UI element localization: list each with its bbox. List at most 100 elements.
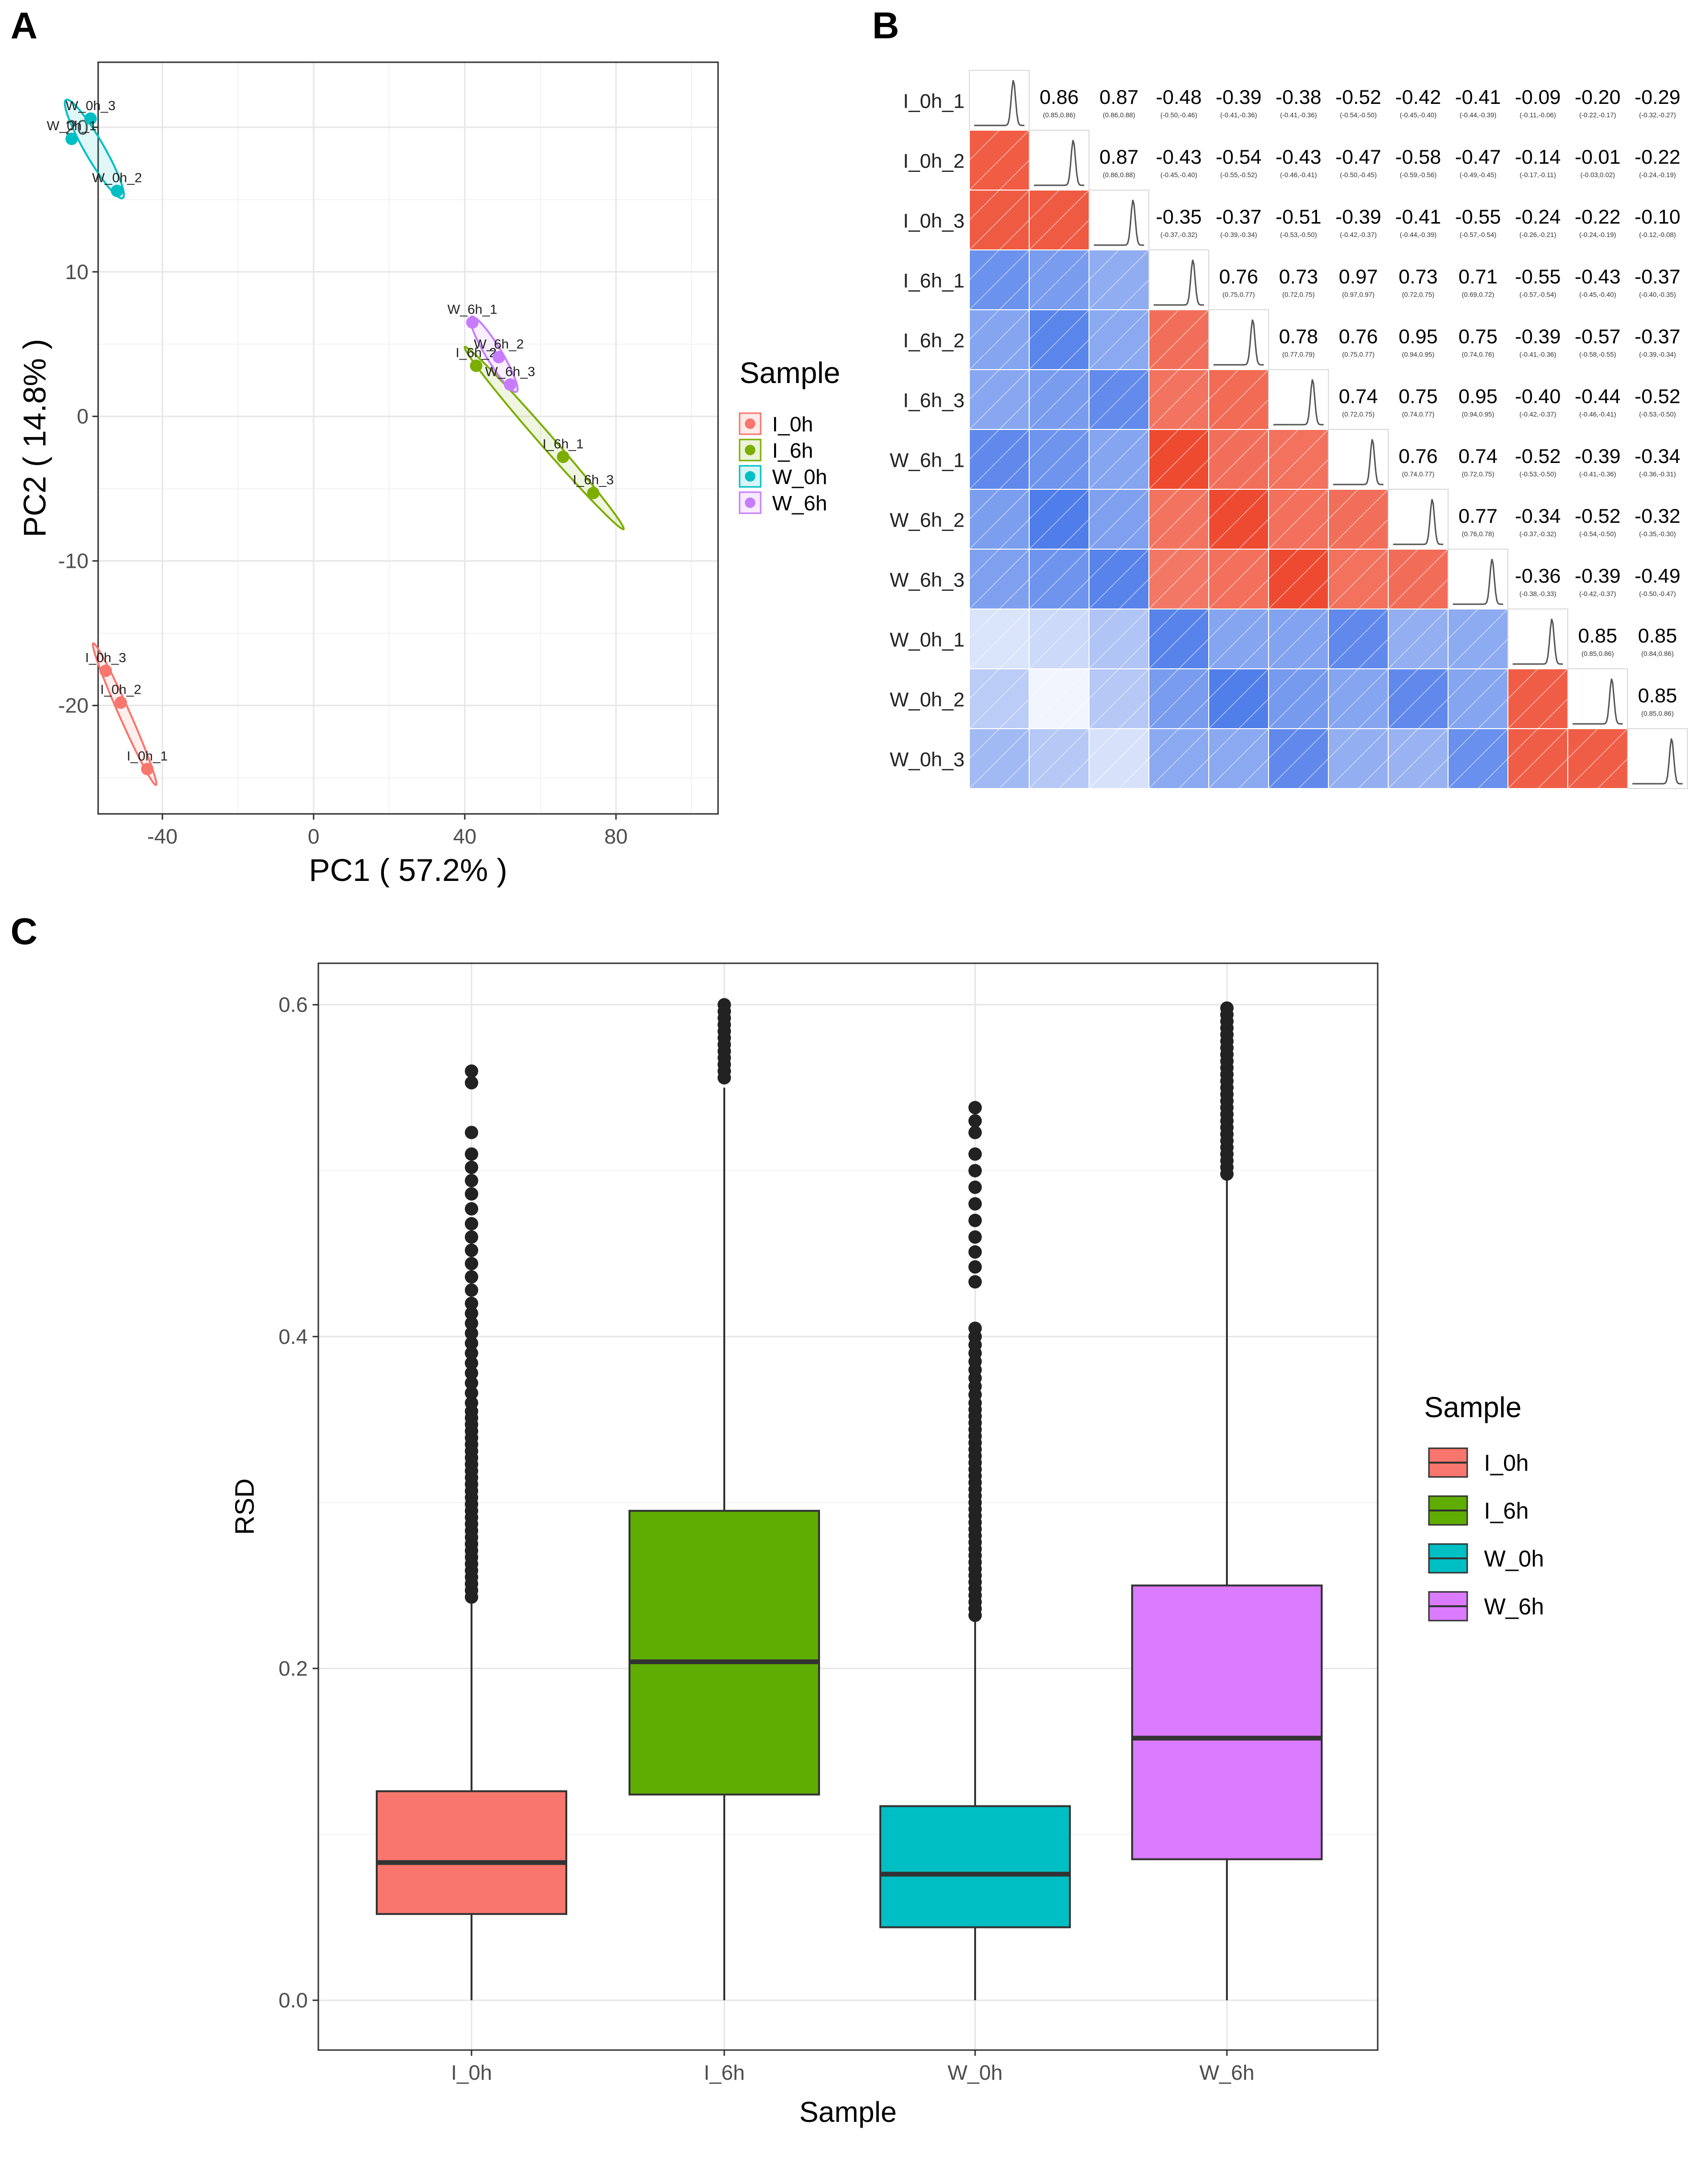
corr-ci: (-0.46,-0.41) bbox=[1579, 410, 1616, 418]
corr-hatch bbox=[1208, 549, 1269, 609]
corr-heat-cell bbox=[1567, 728, 1628, 789]
corr-hatch bbox=[1328, 728, 1389, 789]
corr-row-label: I_6h_2 bbox=[903, 329, 965, 352]
corr-hatch bbox=[1388, 549, 1449, 609]
pca-legend-title: Sample bbox=[740, 357, 840, 390]
pca-plot-area bbox=[98, 62, 718, 814]
corr-hatch bbox=[1328, 489, 1389, 550]
corr-hatch bbox=[1268, 609, 1329, 669]
corr-value: 0.76 bbox=[1339, 325, 1378, 348]
corr-diag-cell bbox=[1148, 249, 1209, 310]
corr-ci: (0.72,0.75) bbox=[1282, 291, 1315, 298]
box-outlier bbox=[465, 1161, 478, 1174]
corr-hatch bbox=[1208, 668, 1269, 729]
corr-hatch bbox=[1208, 369, 1269, 430]
corr-value: -0.51 bbox=[1276, 205, 1322, 228]
corr-hatch bbox=[1328, 549, 1389, 609]
box-outlier bbox=[968, 1245, 982, 1259]
rsd-boxplot: 0.0 0.2 0.4 0.6 I_0h I_6h W_0h W_6h Sample RSD Sam… bbox=[229, 962, 1544, 2128]
corr-hatch bbox=[1029, 489, 1090, 550]
corr-heat-cell bbox=[1148, 728, 1209, 789]
corr-ci: (0.86,0.88) bbox=[1103, 111, 1135, 119]
corr-value: -0.40 bbox=[1515, 385, 1561, 407]
corr-ci: (0.94,0.95) bbox=[1462, 410, 1494, 418]
pca-legend-dot bbox=[745, 445, 755, 455]
corr-value: -0.36 bbox=[1515, 564, 1561, 587]
corr-heat-cell bbox=[969, 489, 1030, 550]
corr-heat-cell bbox=[1208, 728, 1269, 789]
corr-heat-cell bbox=[1388, 668, 1449, 729]
pca-point-label: I_0h_2 bbox=[101, 682, 142, 697]
corr-hatch bbox=[1089, 549, 1149, 609]
box-outlier bbox=[465, 1202, 478, 1216]
corr-heat-cell bbox=[1029, 668, 1090, 729]
pca-point-label: I_6h_3 bbox=[573, 473, 614, 487]
box-outlier bbox=[465, 1326, 478, 1340]
box-outlier bbox=[718, 998, 731, 1012]
corr-ci: (-0.44,-0.39) bbox=[1460, 111, 1496, 119]
corr-ci: (-0.36,-0.31) bbox=[1639, 470, 1676, 478]
corr-row-label: W_6h_3 bbox=[890, 569, 965, 591]
corr-density-curve bbox=[1632, 738, 1683, 785]
corr-value: -0.52 bbox=[1336, 86, 1382, 108]
box-outlier bbox=[465, 1376, 478, 1390]
pca-legend-label: W_6h bbox=[772, 492, 827, 515]
corr-heat-cell bbox=[1507, 668, 1568, 729]
corr-hatch bbox=[1029, 668, 1090, 729]
corr-value: -0.54 bbox=[1216, 146, 1262, 168]
corr-hatch bbox=[1029, 549, 1090, 609]
panel-label-a: A bbox=[11, 4, 38, 46]
corr-heat-cell bbox=[1507, 728, 1568, 789]
box-outlier bbox=[465, 1270, 478, 1284]
corr-hatch bbox=[1268, 429, 1329, 490]
corr-density-curve bbox=[1094, 200, 1144, 246]
corr-ci: (-0.40,-0.35) bbox=[1639, 291, 1676, 298]
corr-ci: (0.84,0.86) bbox=[1641, 650, 1674, 657]
box-x-tick-label: W_0h bbox=[948, 2061, 1003, 2085]
corr-hatch bbox=[1208, 489, 1269, 550]
panel-label-c: C bbox=[11, 910, 38, 952]
corr-ci: (-0.50,-0.47) bbox=[1639, 590, 1676, 597]
pca-ellipse-I_0h bbox=[91, 642, 157, 786]
corr-ci: (-0.50,-0.45) bbox=[1340, 171, 1377, 179]
corr-hatch bbox=[969, 369, 1030, 430]
corr-ci: (-0.39,-0.34) bbox=[1639, 350, 1676, 358]
corr-hatch bbox=[969, 549, 1030, 609]
box-outlier bbox=[968, 1147, 982, 1161]
corr-hatch bbox=[1148, 309, 1209, 370]
corr-value: 0.87 bbox=[1100, 86, 1139, 108]
pca-ellipse-I_6h bbox=[463, 346, 625, 530]
corr-heat-cell bbox=[969, 249, 1030, 310]
corr-ci: (-0.41,-0.36) bbox=[1519, 350, 1556, 358]
corr-heat-cell bbox=[1268, 668, 1329, 729]
corr-density-curve bbox=[1333, 439, 1383, 485]
corr-value: 0.75 bbox=[1399, 385, 1438, 407]
pca-y-axis-title: PC2 ( 14.8% ) bbox=[17, 339, 52, 538]
corr-ci: (0.74,0.76) bbox=[1462, 350, 1494, 358]
pca-point bbox=[99, 665, 112, 677]
corr-value: -0.43 bbox=[1156, 146, 1202, 168]
corr-heat-cell bbox=[1089, 489, 1149, 550]
pca-legend-label: I_0h bbox=[772, 413, 813, 436]
corr-value: -0.55 bbox=[1515, 265, 1561, 288]
corr-hatch bbox=[1388, 668, 1449, 729]
corr-value: -0.29 bbox=[1635, 86, 1681, 108]
corr-diag-cell bbox=[1089, 190, 1149, 250]
corr-value: -0.39 bbox=[1216, 86, 1262, 108]
corr-hatch bbox=[1567, 728, 1628, 789]
corr-density-curve bbox=[1214, 319, 1264, 366]
corr-value: -0.48 bbox=[1156, 86, 1202, 108]
corr-diag-cell bbox=[1328, 429, 1389, 490]
corr-ci: (-0.41,-0.36) bbox=[1280, 111, 1317, 119]
pca-x-tick-label: 0 bbox=[308, 825, 319, 848]
corr-hatch bbox=[1208, 609, 1269, 669]
corr-density-curve bbox=[1513, 619, 1563, 665]
corr-row-label: I_0h_2 bbox=[903, 150, 965, 172]
corr-value: -0.52 bbox=[1515, 445, 1561, 467]
corr-value: 0.75 bbox=[1459, 325, 1498, 348]
corr-hatch bbox=[1328, 609, 1389, 669]
corr-hatch bbox=[1148, 728, 1209, 789]
corr-value: -0.47 bbox=[1336, 146, 1382, 168]
corr-value: -0.55 bbox=[1455, 205, 1501, 228]
box-outlier bbox=[465, 1243, 478, 1257]
